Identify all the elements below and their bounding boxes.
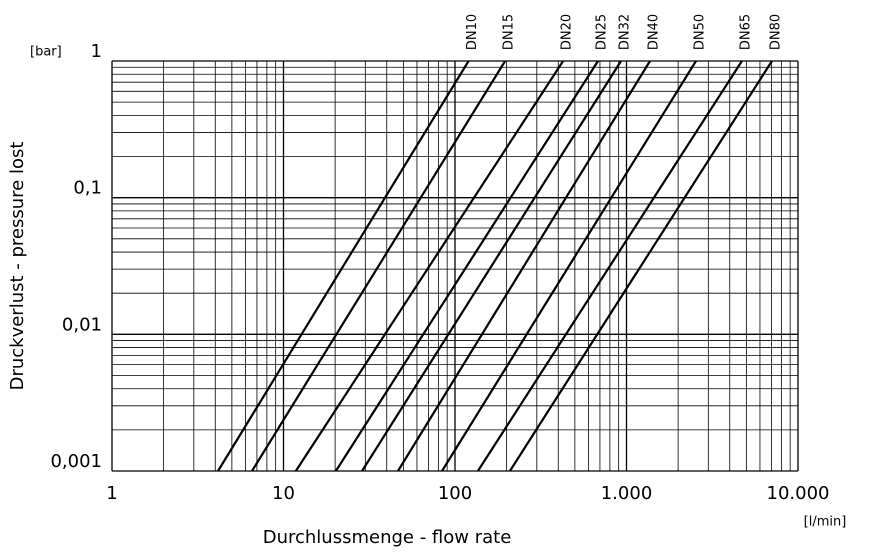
series-label: DN40 [647,14,662,50]
series-line [217,60,470,472]
y-tick-label: 0,1 [73,178,102,199]
x-tick-label: 100 [438,483,472,504]
y-axis-label: Druckverlust - pressure lost [7,142,28,391]
x-unit: [l/min] [804,515,847,530]
series-label: DN20 [560,14,575,50]
series-label: DN80 [768,14,783,50]
series-label: DN15 [502,14,517,50]
x-tick-label: 10 [272,483,295,504]
x-tick-label: 1 [106,483,117,504]
series-line [397,60,651,472]
series-line [441,60,697,472]
series-label: DN10 [465,14,480,50]
series-line [361,60,622,472]
y-tick-label: 0,001 [50,451,102,472]
x-tick-label: 1.000 [601,483,653,504]
x-axis-label: Durchlussmenge - flow rate [263,527,512,548]
series-line [508,60,773,472]
series-line [251,60,507,472]
series-line [334,60,599,472]
y-tick-label: 0,01 [62,314,102,335]
series-line [294,60,565,472]
y-tick-label: 1 [91,41,102,62]
series-line [476,60,743,472]
x-tick-label: 10.000 [767,483,830,504]
series-label: DN32 [618,14,633,50]
series-label: DN65 [738,14,753,50]
series-label: DN50 [692,14,707,50]
series-label: DN25 [594,14,609,50]
y-unit: [bar] [30,45,62,60]
